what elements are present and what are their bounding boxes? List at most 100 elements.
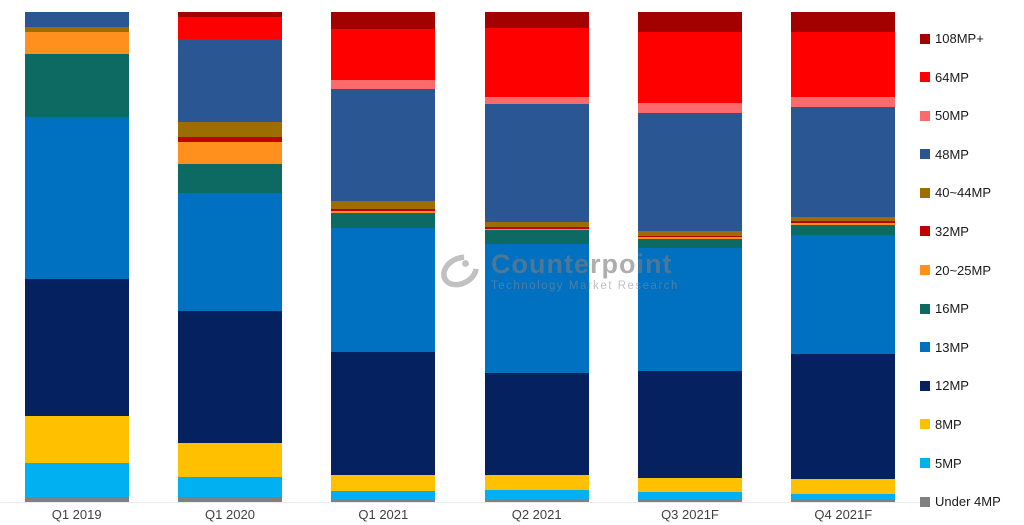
segment-48mp[interactable]	[637, 112, 742, 231]
segment-48mp[interactable]	[791, 107, 896, 218]
segment-5mp[interactable]	[24, 462, 129, 498]
segment-50mp[interactable]	[791, 97, 896, 108]
segment-64mp[interactable]	[484, 28, 589, 97]
segment-12mp[interactable]	[331, 352, 436, 475]
segment-5mp[interactable]	[637, 492, 742, 501]
segment-8mp[interactable]	[177, 443, 282, 478]
segment-20-25mp[interactable]	[331, 211, 436, 213]
segment-48mp[interactable]	[484, 104, 589, 222]
legend-swatch-icon	[920, 149, 930, 160]
legend-item-64mp[interactable]: 64MP	[920, 70, 1024, 85]
stacked-bar-q2-2021[interactable]	[484, 12, 589, 502]
segment-20-25mp[interactable]	[177, 141, 282, 164]
segment-40-44mp[interactable]	[791, 217, 896, 222]
segment-50mp[interactable]	[637, 102, 742, 113]
segment-48mp[interactable]	[177, 38, 282, 123]
segment-13mp[interactable]	[24, 117, 129, 279]
legend-item-16mp[interactable]: 16MP	[920, 301, 1024, 316]
segment-13mp[interactable]	[177, 193, 282, 311]
legend-item-20-25mp[interactable]: 20~25MP	[920, 263, 1024, 278]
segment-13mp[interactable]	[484, 243, 589, 373]
legend-item-8mp[interactable]: 8MP	[920, 417, 1024, 432]
segment-40-44mp[interactable]	[637, 230, 742, 236]
stacked-bar-q3-2021f[interactable]	[637, 12, 742, 502]
segment-13mp[interactable]	[331, 227, 436, 353]
segment-under-4mp[interactable]	[331, 499, 436, 502]
segment-5mp[interactable]	[484, 489, 589, 500]
segment-108mp-[interactable]	[484, 12, 589, 29]
segment-8mp[interactable]	[791, 478, 896, 495]
segment-under-4mp[interactable]	[24, 497, 129, 502]
segment-64mp[interactable]	[791, 31, 896, 98]
segment-20-25mp[interactable]	[637, 237, 742, 239]
segment-8mp[interactable]	[331, 474, 436, 491]
segment-under-4mp[interactable]	[177, 497, 282, 502]
segment-20-25mp[interactable]	[24, 31, 129, 54]
x-axis-label-q4-2021f: Q4 2021F	[814, 507, 873, 522]
segment-12mp[interactable]	[791, 354, 896, 479]
segment-32mp[interactable]	[637, 235, 742, 238]
segment-32mp[interactable]	[791, 221, 896, 223]
segment-16mp[interactable]	[177, 163, 282, 194]
segment-40-44mp[interactable]	[331, 201, 436, 210]
segment-8mp[interactable]	[637, 477, 742, 493]
segment-20-25mp[interactable]	[791, 223, 896, 225]
segment-40-44mp[interactable]	[24, 26, 129, 32]
segment-32mp[interactable]	[177, 136, 282, 142]
stacked-bar-q1-2020[interactable]	[177, 12, 282, 502]
segment-5mp[interactable]	[331, 490, 436, 500]
segment-12mp[interactable]	[24, 279, 129, 417]
segment-13mp[interactable]	[637, 248, 742, 372]
segment-32mp[interactable]	[331, 209, 436, 211]
legend-label: 48MP	[935, 146, 969, 162]
segment-108mp-[interactable]	[791, 12, 896, 32]
segment-under-4mp[interactable]	[637, 500, 742, 502]
segment-40-44mp[interactable]	[177, 122, 282, 137]
legend-item-48mp[interactable]: 48MP	[920, 147, 1024, 162]
segment-12mp[interactable]	[177, 310, 282, 444]
segment-under-4mp[interactable]	[791, 500, 896, 502]
segment-8mp[interactable]	[24, 416, 129, 463]
segment-12mp[interactable]	[637, 371, 742, 478]
segment-48mp[interactable]	[24, 12, 129, 27]
legend-item-108mp-[interactable]: 108MP+	[920, 31, 1024, 46]
segment-108mp-[interactable]	[637, 12, 742, 32]
stacked-bar-q1-2021[interactable]	[331, 12, 436, 502]
legend-label: 40~44MP	[935, 185, 992, 201]
stacked-bar-q4-2021f[interactable]	[791, 12, 896, 502]
segment-32mp[interactable]	[484, 226, 589, 229]
segment-13mp[interactable]	[791, 234, 896, 355]
segment-108mp-[interactable]	[177, 12, 282, 17]
legend-label: 8MP	[935, 416, 962, 432]
legend-item-50mp[interactable]: 50MP	[920, 108, 1024, 123]
segment-under-4mp[interactable]	[484, 499, 589, 502]
segment-5mp[interactable]	[177, 477, 282, 498]
legend-item-under-4mp[interactable]: Under 4MP	[920, 494, 1024, 509]
segment-50mp[interactable]	[484, 96, 589, 105]
segment-16mp[interactable]	[24, 53, 129, 118]
legend-item-40-44mp[interactable]: 40~44MP	[920, 185, 1024, 200]
segment-48mp[interactable]	[331, 88, 436, 202]
x-axis-label-q1-2020: Q1 2020	[205, 507, 255, 522]
segment-16mp[interactable]	[791, 224, 896, 235]
legend-item-13mp[interactable]: 13MP	[920, 340, 1024, 355]
segment-50mp[interactable]	[331, 80, 436, 89]
segment-40-44mp[interactable]	[484, 221, 589, 227]
segment-64mp[interactable]	[331, 29, 436, 81]
segment-64mp[interactable]	[177, 16, 282, 39]
segment-8mp[interactable]	[484, 475, 589, 490]
legend-item-32mp[interactable]: 32MP	[920, 224, 1024, 239]
segment-16mp[interactable]	[484, 230, 589, 244]
legend-swatch-icon	[920, 342, 930, 353]
segment-5mp[interactable]	[791, 494, 896, 501]
legend-item-12mp[interactable]: 12MP	[920, 378, 1024, 393]
legend-item-5mp[interactable]: 5MP	[920, 456, 1024, 471]
segment-64mp[interactable]	[637, 31, 742, 103]
segment-20-25mp[interactable]	[484, 228, 589, 231]
segment-16mp[interactable]	[637, 238, 742, 249]
segment-16mp[interactable]	[331, 212, 436, 228]
segment-108mp-[interactable]	[331, 12, 436, 30]
segment-12mp[interactable]	[484, 372, 589, 476]
x-axis-label-q2-2021: Q2 2021	[511, 507, 562, 522]
stacked-bar-q1-2019[interactable]	[24, 12, 129, 502]
